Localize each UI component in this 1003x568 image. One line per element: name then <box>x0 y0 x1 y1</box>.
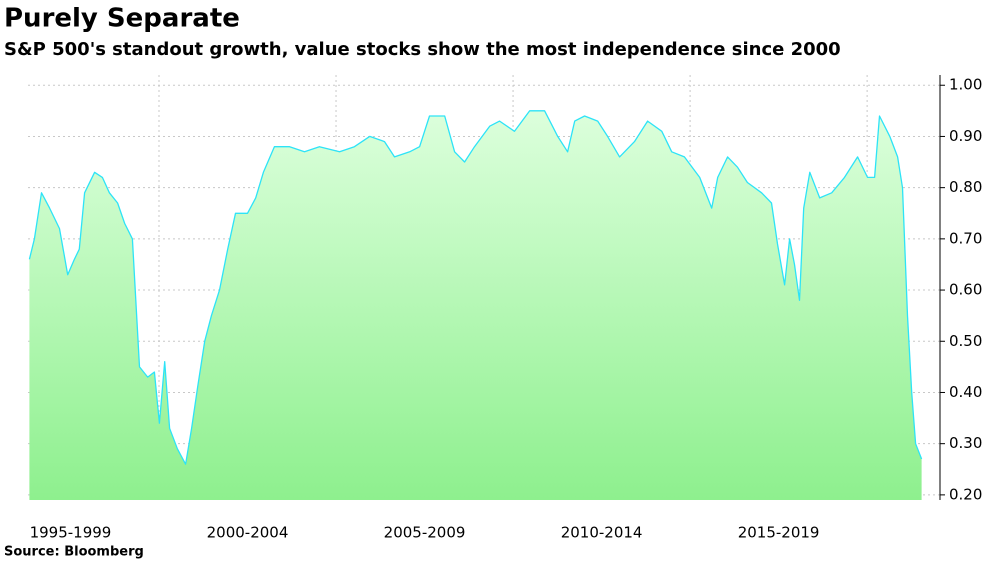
y-tick-label: 0.50 <box>949 332 982 350</box>
plot <box>28 110 923 501</box>
axes: 0.20 0.30 0.40 0.50 0.60 0.70 0.80 0.90 1.00 1995… <box>30 75 982 542</box>
x-tick-label: 2005-2009 <box>384 524 466 542</box>
y-tick-label: 0.80 <box>949 178 982 196</box>
y-tick-label: 0.90 <box>949 127 982 145</box>
y-tick-label: 0.20 <box>949 485 982 503</box>
y-tick-label: 0.40 <box>949 383 982 401</box>
source-note: Source: Bloomberg <box>4 545 144 560</box>
x-tick-label: 1995-1999 <box>30 524 112 542</box>
y-tick-label: 1.00 <box>949 76 982 94</box>
chart-subtitle: S&P 500's standout growth, value stocks … <box>4 39 841 60</box>
x-tick-label: 2015-2019 <box>738 524 820 542</box>
y-tick-label: 0.30 <box>949 434 982 452</box>
x-tick-label: 2010-2014 <box>561 524 643 542</box>
chart-title: Purely Separate <box>4 4 240 34</box>
area-fill <box>29 110 922 501</box>
area-line <box>28 110 923 465</box>
y-tick-label: 0.60 <box>949 281 982 299</box>
x-tick-label: 2000-2004 <box>207 524 289 542</box>
y-tick-label: 0.70 <box>949 229 982 247</box>
